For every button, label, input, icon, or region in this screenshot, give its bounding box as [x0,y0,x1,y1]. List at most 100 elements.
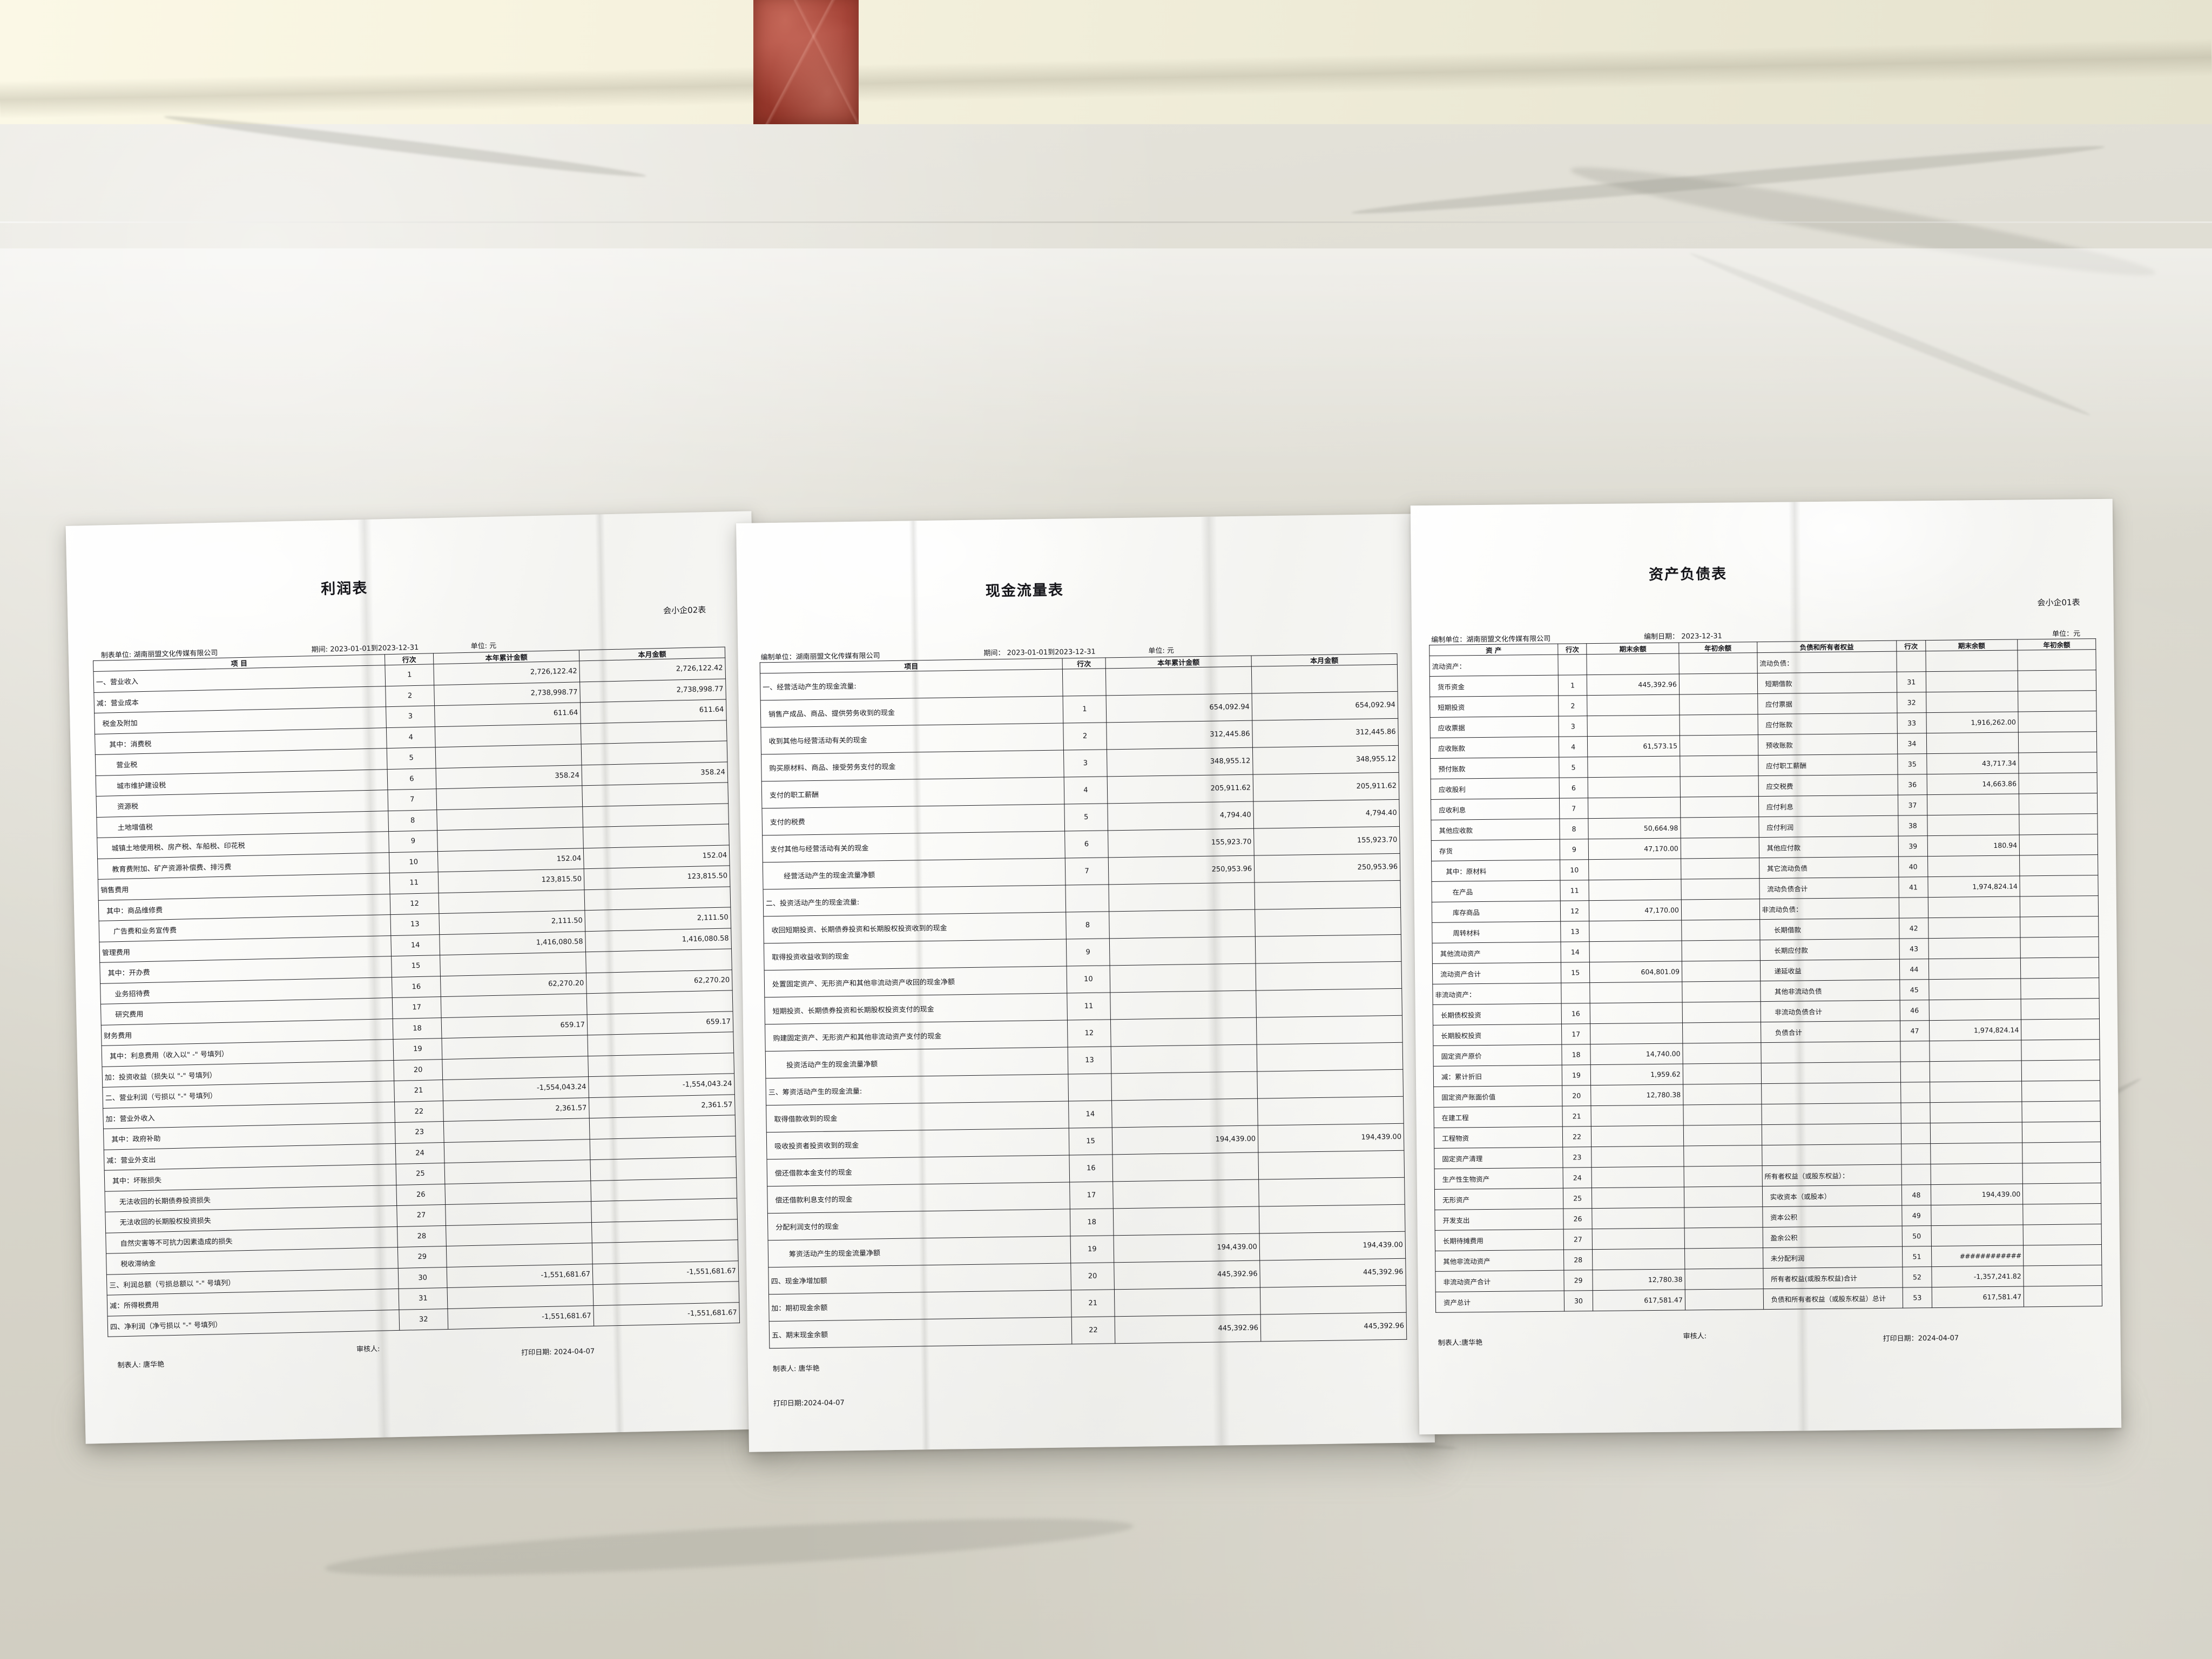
col-liability: 负债和所有者权益 [1757,640,1897,653]
asset-ending-balance: 604,801.09 [1589,961,1682,983]
asset-line-number [1557,654,1587,676]
asset-line-number: 17 [1561,1023,1591,1045]
row-line-number: 12 [1067,1019,1111,1047]
row-ytd-amount [1111,1098,1258,1128]
asset-beginning-balance [1679,714,1758,736]
row-month-amount [581,740,727,765]
row-line-number: 31 [399,1287,448,1310]
liability-beginning-balance [2022,1183,2101,1204]
row-month-amount [1260,1285,1407,1315]
liability-line-number [1900,1041,1930,1062]
liability-line-number: 52 [1902,1266,1932,1288]
asset-line-number: 22 [1562,1126,1592,1148]
row-month-amount [590,1177,737,1202]
row-line-number: 6 [387,768,436,790]
row-ytd-amount [1108,882,1255,912]
liability-line-number: 32 [1897,692,1926,713]
income-statement-sheet[interactable]: 利润表 会小企02表 制表单位: 湖南丽盟文化传媒有限公司 期间: 2023-0… [65,511,772,1444]
asset-beginning-balance [1679,673,1758,695]
liability-label: 递延收益 [1760,959,1900,981]
liability-line-number: 34 [1897,733,1927,754]
asset-beginning-balance [1680,734,1758,757]
row-label: 处置固定资产、无形资产和其他非流动资产收回的现金净额 [764,966,1067,997]
row-line-number: 20 [393,1059,443,1081]
row-month-amount: 654,092.94 [1252,691,1398,721]
row-label: 收到其他与经营活动有关的现金 [760,723,1064,754]
asset-ending-balance: 1,959.62 [1590,1063,1683,1085]
liability-label: 未分配利润 [1763,1246,1903,1269]
row-line-number: 11 [389,872,439,894]
asset-line-number: 27 [1563,1229,1593,1250]
asset-ending-balance: 445,392.96 [1587,674,1680,696]
liability-beginning-balance [2020,916,2099,938]
row-ytd-amount: 62,270.20 [440,973,587,997]
row-ytd-amount: 654,092.94 [1106,693,1252,723]
asset-label: 在建工程 [1433,1106,1563,1128]
asset-ending-balance: 47,170.00 [1589,899,1682,921]
liability-ending-balance: 617,581.47 [1931,1286,2024,1308]
row-line-number: 22 [1071,1316,1115,1344]
cash-flow-statement-sheet[interactable]: 现金流量表 编制单位：湖南丽盟文化传媒有限公司 期间： 2023-01-01到2… [736,514,1435,1452]
liability-label: 长期借款 [1759,918,1900,940]
balance-sheet-sheet[interactable]: 资产负债表 会小企01表 编制单位：湖南丽盟文化传媒有限公司 编制日期： 202… [1410,498,2122,1435]
row-month-amount [581,720,727,744]
asset-ending-balance [1591,1186,1684,1209]
liability-label: 非流动负债： [1759,898,1899,920]
liability-label: 应付利润 [1758,815,1899,838]
asset-ending-balance [1587,715,1680,737]
asset-beginning-balance [1682,1042,1761,1064]
asset-line-number: 24 [1562,1167,1592,1189]
asset-line-number: 9 [1559,839,1589,860]
asset-beginning-balance [1681,837,1759,859]
liability-label: 应付账款 [1757,713,1898,735]
row-ytd-amount [447,1284,594,1309]
liability-ending-balance: 194,439.00 [1931,1183,2024,1205]
row-month-amount: 2,726,122.42 [579,657,726,682]
asset-label: 固定资产原价 [1433,1044,1562,1067]
asset-label: 应收账款 [1430,737,1559,759]
row-month-amount: -1,554,043.24 [588,1073,735,1098]
asset-ending-balance [1587,653,1680,675]
asset-ending-balance [1588,797,1681,819]
row-line-number: 13 [390,913,440,936]
row-line-number: 23 [395,1121,444,1144]
liability-line-number: 42 [1899,918,1928,939]
balance-sheet-currency: 单位：元 [2052,630,2081,638]
row-ytd-amount: 358.24 [436,765,582,789]
row-ytd-amount: 250,953.96 [1108,855,1255,885]
col-liability-end: 期末余额 [1925,639,2018,651]
asset-line-number: 28 [1563,1249,1593,1271]
liability-beginning-balance [2020,895,2099,917]
liability-line-number [1899,897,1928,919]
row-month-amount [590,1156,737,1181]
asset-line-number: 10 [1560,859,1589,881]
row-label: 取得投资收益收到的现金 [764,939,1067,970]
row-line-number: 21 [394,1080,443,1102]
col-line: 行次 [1062,657,1106,670]
liability-line-number: 45 [1899,979,1929,1001]
row-line-number: 9 [1066,938,1110,966]
row-month-amount [586,990,733,1015]
row-line-number: 25 [396,1163,445,1185]
asset-beginning-balance [1684,1206,1763,1228]
liability-beginning-balance [2019,854,2098,876]
liability-ending-balance [1927,793,2020,815]
row-ytd-amount [445,1201,592,1226]
liability-ending-balance [1928,916,2021,939]
asset-ending-balance [1592,1248,1685,1270]
liability-label: 其他应付款 [1758,836,1899,858]
cash-flow-table: 项目 行次 本年累计金额 本月金额 一、经营活动产生的现金流量: 销售产成品、商品… [760,653,1407,1348]
liability-label: 盈余公积 [1762,1226,1903,1248]
cash-flow-print-date: 打印日期:2024-04-07 [773,1399,845,1408]
row-ytd-amount [446,1243,593,1267]
liability-line-number: 38 [1898,815,1927,837]
asset-ending-balance [1591,1145,1684,1168]
row-line-number: 2 [1063,722,1107,751]
row-label: 支付的职工薪酬 [761,777,1064,808]
liability-label [1761,1123,1901,1145]
asset-label: 库存商品 [1432,901,1561,923]
asset-label: 减：累计折旧 [1433,1065,1562,1087]
asset-label: 其他应收款 [1431,819,1560,841]
row-ytd-amount: 194,439.00 [1114,1233,1260,1263]
liability-label [1761,1082,1901,1104]
